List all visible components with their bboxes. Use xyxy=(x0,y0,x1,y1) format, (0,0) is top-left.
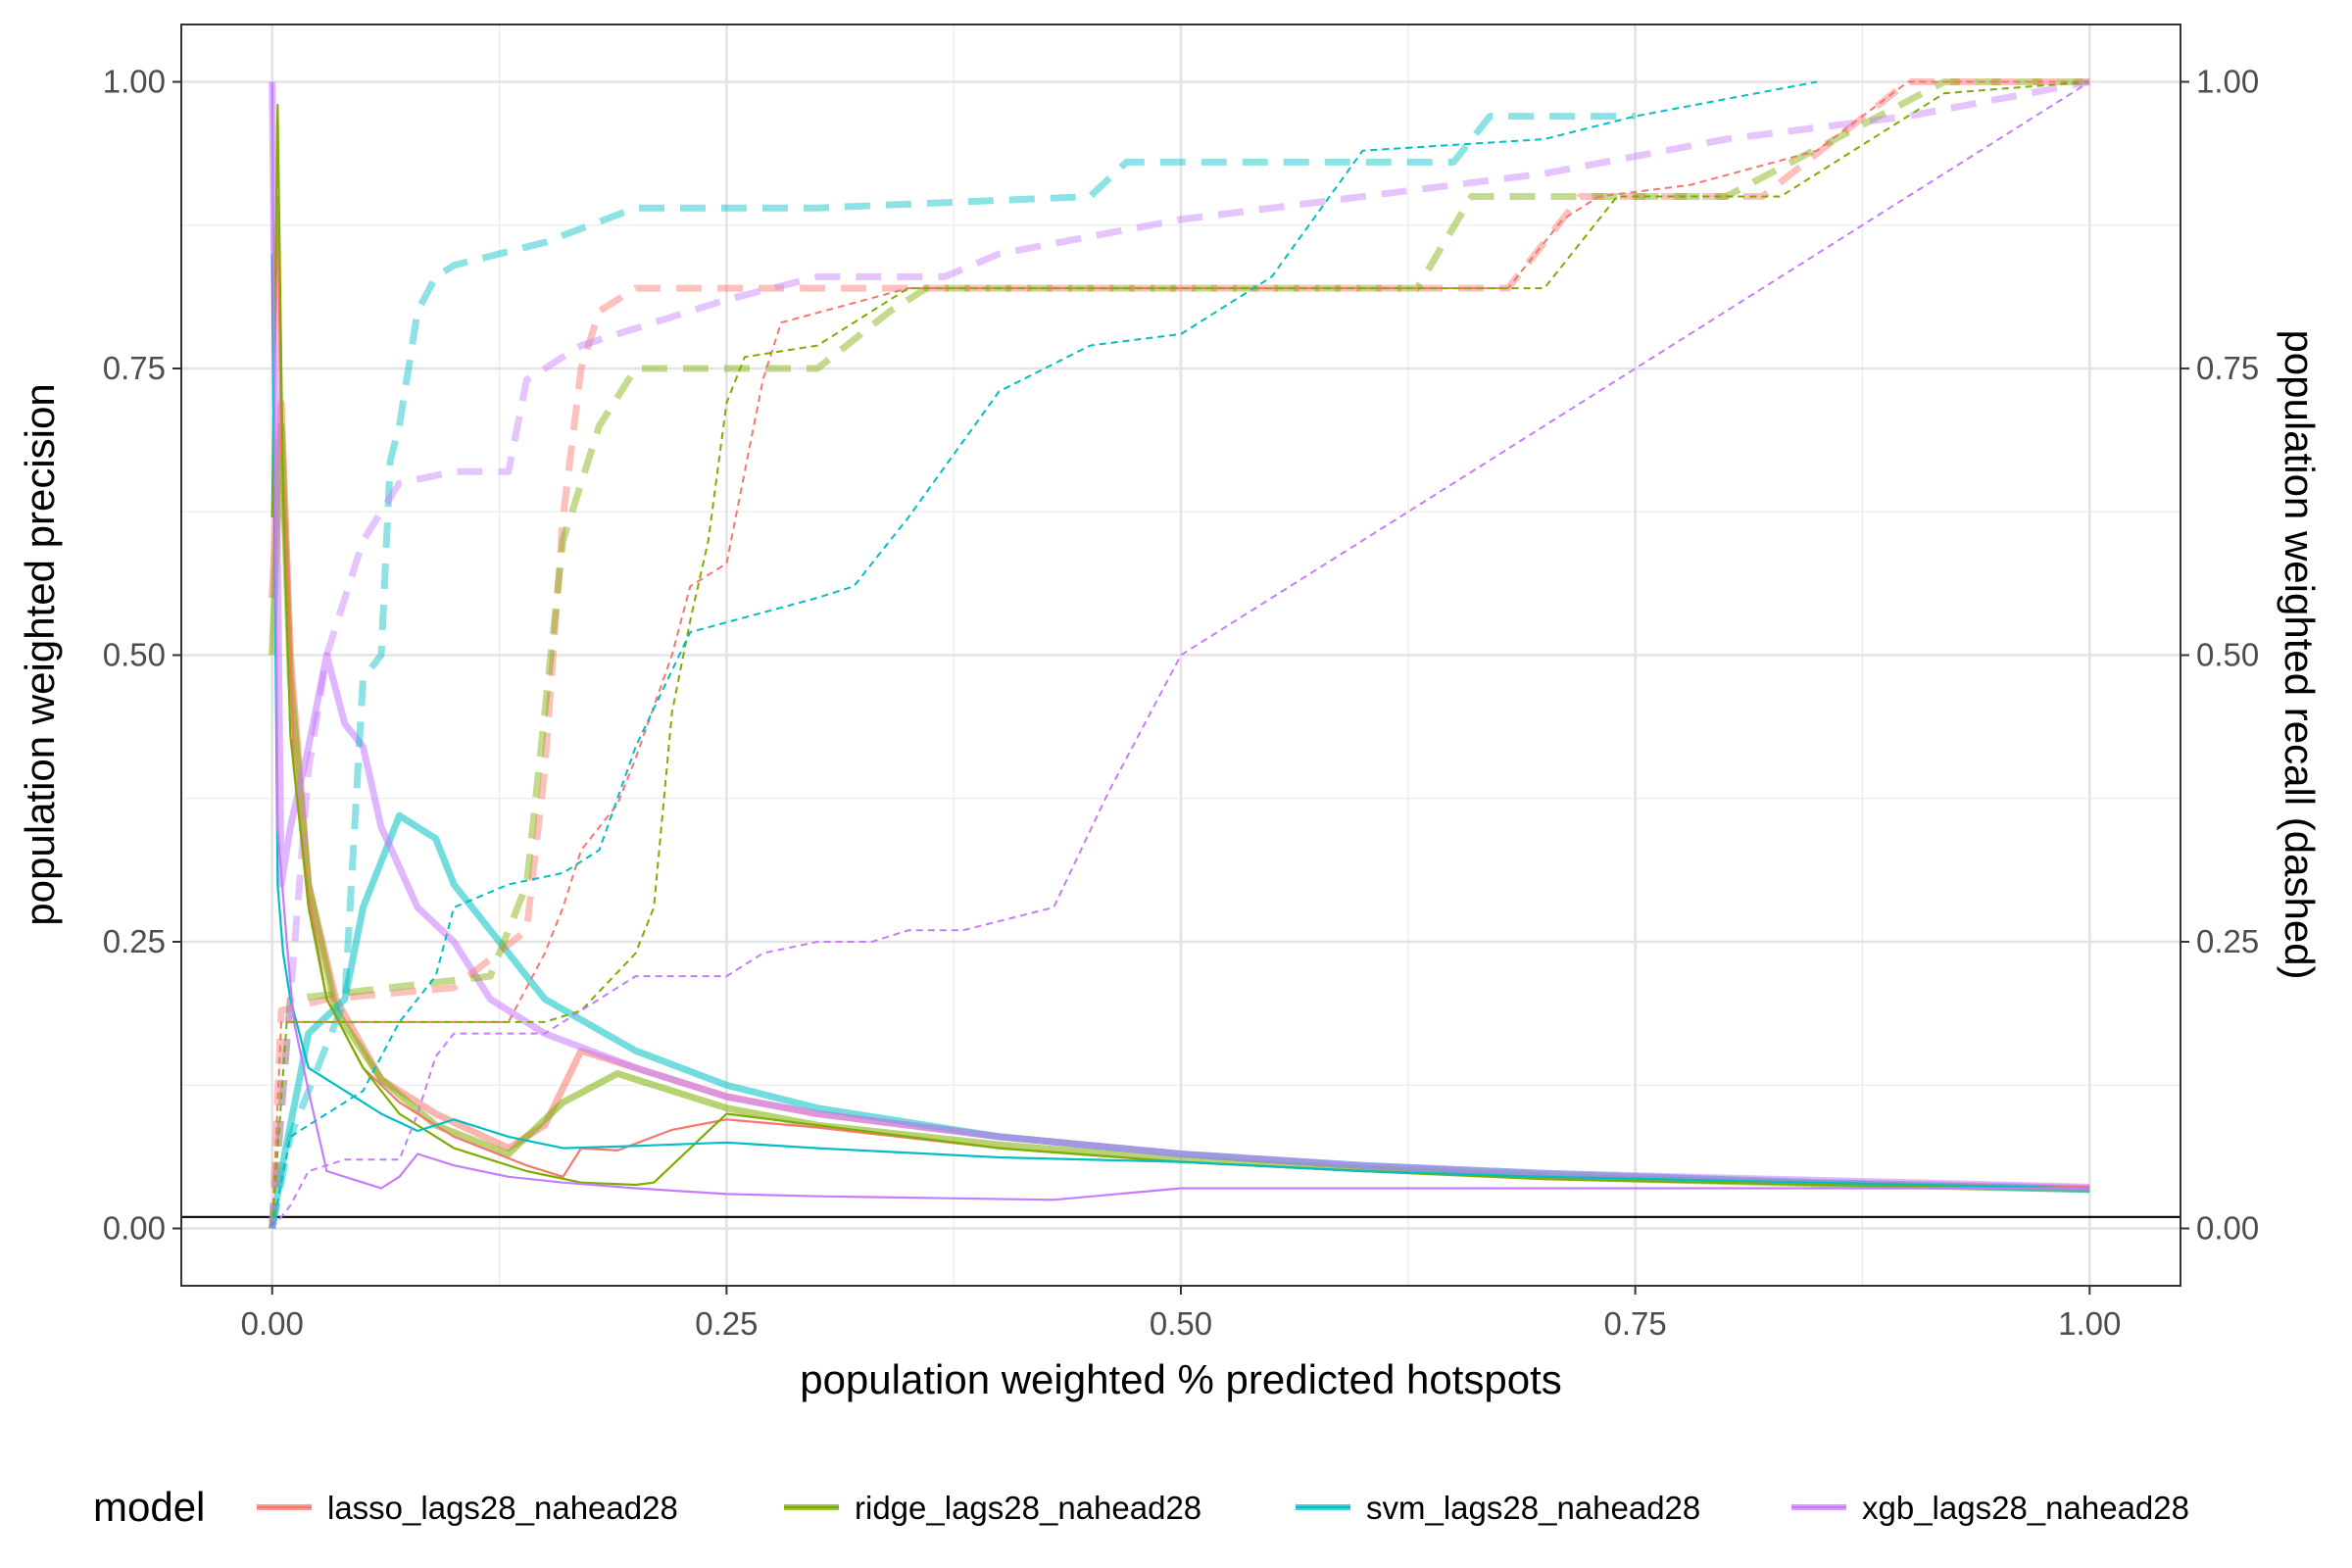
y-axis-title: population weighted precision xyxy=(17,383,63,925)
legend-label-svm: svm_lags28_nahead28 xyxy=(1366,1490,1700,1526)
y-tick-label-left-0: 0.00 xyxy=(103,1210,166,1247)
x-tick-label-4: 1.00 xyxy=(2058,1305,2121,1342)
y-tick-label-left-4: 1.00 xyxy=(103,64,166,100)
x-axis-title: population weighted % predicted hotspots xyxy=(800,1356,1562,1402)
legend-label-xgb: xgb_lags28_nahead28 xyxy=(1862,1490,2189,1526)
x-tick-label-3: 0.75 xyxy=(1604,1305,1667,1342)
series-svm-recall-thick xyxy=(269,113,1636,1230)
x-tick-label-1: 0.25 xyxy=(695,1305,758,1342)
legend-label-ridge: ridge_lags28_nahead28 xyxy=(855,1490,1201,1526)
series-lasso-recall-thin xyxy=(270,80,2090,1229)
legend-title: model xyxy=(93,1484,205,1530)
y-tick-label-right-1: 0.25 xyxy=(2196,923,2259,959)
y-axis-right-title: population weighted recall (dashed) xyxy=(2277,329,2323,979)
series-ridge-recall-thick xyxy=(269,78,2090,1229)
bottom-axis-ticks: 0.00 0.25 0.50 0.75 1.00 xyxy=(241,1286,2121,1342)
y-tick-label-left-1: 0.25 xyxy=(103,923,166,959)
x-tick-label-0: 0.00 xyxy=(241,1305,304,1342)
series-ridge-recall-thin xyxy=(270,80,2090,1229)
series-xgb-precision-thin xyxy=(270,81,2090,1201)
series-layer xyxy=(269,78,2090,1230)
right-axis-ticks: 0.00 0.25 0.50 0.75 1.00 xyxy=(2180,64,2259,1247)
legend-label-lasso: lasso_lags28_nahead28 xyxy=(327,1490,678,1526)
y-tick-label-right-2: 0.50 xyxy=(2196,637,2259,673)
left-axis-ticks: 0.00 0.25 0.50 0.75 1.00 xyxy=(103,64,181,1247)
y-tick-label-right-3: 0.75 xyxy=(2196,350,2259,386)
series-svm-recall-thin xyxy=(270,80,1818,1229)
y-tick-label-left-2: 0.50 xyxy=(103,637,166,673)
y-tick-label-right-4: 1.00 xyxy=(2196,64,2259,100)
y-tick-label-left-3: 0.75 xyxy=(103,350,166,386)
series-xgb-recall-thin xyxy=(270,80,2090,1230)
y-tick-label-right-0: 0.00 xyxy=(2196,1210,2259,1247)
x-tick-label-2: 0.50 xyxy=(1150,1305,1212,1342)
legend: model lasso_lags28_nahead28 ridge_lags28_… xyxy=(93,1484,2189,1530)
series-lasso-recall-thick xyxy=(269,78,2090,1229)
series-xgb-precision-thick xyxy=(269,81,2090,1191)
